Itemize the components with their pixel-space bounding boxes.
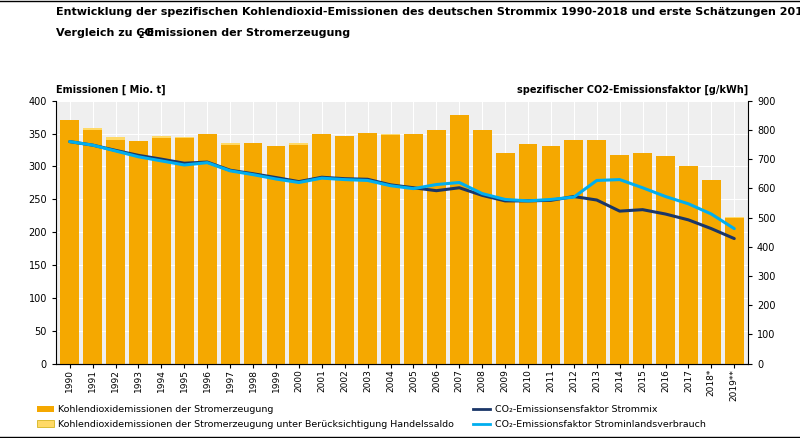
Bar (610, 161, 629, 364)
Text: Entwicklung der spezifischen Kohlendioxid-Emissionen des deutschen Strommix 1990: Entwicklung der spezifischen Kohlendioxi… (56, 7, 800, 17)
Bar (473, 141, 491, 364)
Bar (83, 128, 102, 364)
Bar (634, 156, 652, 364)
Bar (381, 134, 400, 364)
Bar (358, 134, 377, 364)
Bar (290, 145, 308, 364)
Bar (542, 155, 560, 364)
Bar (221, 145, 239, 364)
Bar (450, 115, 469, 364)
Bar (152, 138, 170, 364)
Text: 2: 2 (138, 31, 144, 40)
Bar (358, 133, 377, 364)
Bar (129, 141, 148, 364)
Bar (266, 150, 286, 364)
Bar (198, 136, 217, 364)
Bar (725, 217, 744, 364)
Bar (313, 134, 331, 364)
Bar (587, 140, 606, 364)
Bar (427, 130, 446, 364)
Bar (542, 146, 560, 364)
Bar (679, 166, 698, 364)
Bar (129, 141, 148, 364)
Bar (565, 140, 583, 364)
Legend: Kohlendioxidemissionen der Stromerzeugung, Kohlendioxidemissionen der Stromerzeu: Kohlendioxidemissionen der Stromerzeugun… (37, 405, 706, 429)
Bar (656, 161, 675, 364)
Bar (404, 134, 423, 364)
Bar (450, 132, 469, 364)
Bar (518, 144, 538, 364)
Bar (335, 137, 354, 364)
Bar (404, 134, 423, 364)
Bar (496, 163, 514, 364)
Bar (634, 153, 652, 364)
Bar (335, 136, 354, 364)
Bar (175, 137, 194, 364)
Bar (725, 219, 744, 364)
Bar (565, 147, 583, 364)
Bar (221, 144, 239, 364)
Bar (106, 137, 125, 364)
Bar (313, 135, 331, 364)
Bar (83, 130, 102, 364)
Bar (244, 145, 262, 364)
Bar (290, 144, 308, 364)
Bar (175, 138, 194, 364)
Bar (587, 148, 606, 364)
Bar (427, 132, 446, 364)
Text: spezifischer CO2-Emissionsfaktor [g/kWh]: spezifischer CO2-Emissionsfaktor [g/kWh] (517, 85, 748, 95)
Bar (679, 167, 698, 364)
Bar (381, 135, 400, 364)
Bar (518, 152, 538, 364)
Bar (656, 156, 675, 364)
Bar (702, 180, 721, 364)
Bar (106, 140, 125, 364)
Text: Vergleich zu CO: Vergleich zu CO (56, 28, 154, 39)
Bar (610, 155, 629, 364)
Bar (266, 146, 286, 364)
Bar (496, 153, 514, 364)
Bar (473, 131, 491, 364)
Bar (60, 120, 79, 364)
Bar (244, 144, 262, 364)
Bar (702, 181, 721, 364)
Bar (60, 120, 79, 364)
Bar (198, 134, 217, 364)
Text: Emissionen [ Mio. t]: Emissionen [ Mio. t] (56, 85, 166, 95)
Text: -Emissionen der Stromerzeugung: -Emissionen der Stromerzeugung (142, 28, 350, 39)
Bar (152, 136, 170, 364)
